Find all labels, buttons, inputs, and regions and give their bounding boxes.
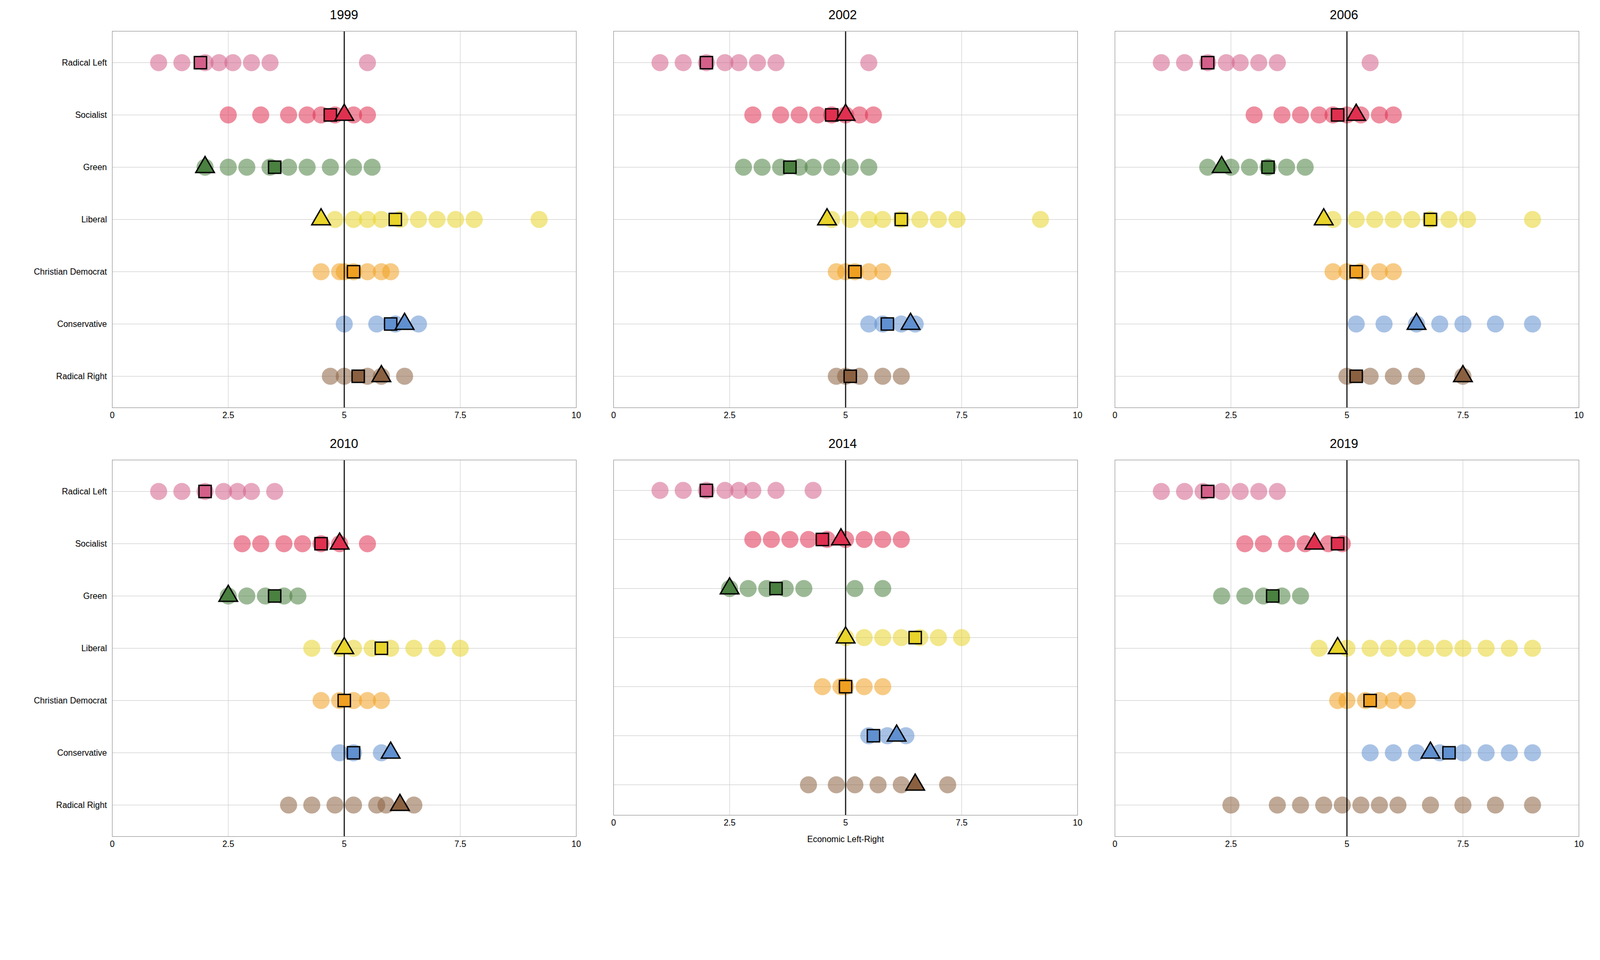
svg-text:Liberal: Liberal	[81, 214, 107, 224]
svg-text:5: 5	[1344, 839, 1350, 849]
svg-text:5: 5	[341, 839, 347, 849]
svg-text:7.5: 7.5	[1457, 410, 1469, 420]
svg-text:7.5: 7.5	[454, 410, 467, 420]
svg-text:0: 0	[1112, 410, 1118, 420]
svg-text:5: 5	[341, 410, 347, 420]
svg-text:5: 5	[1344, 410, 1350, 420]
svg-text:Economic Left-Right: Economic Left-Right	[806, 834, 885, 844]
svg-text:10: 10	[571, 410, 582, 420]
svg-text:Radical Right: Radical Right	[56, 371, 108, 381]
svg-text:10: 10	[571, 839, 582, 849]
svg-text:2.5: 2.5	[723, 410, 736, 420]
svg-text:Green: Green	[83, 591, 107, 601]
svg-text:10: 10	[1073, 818, 1083, 828]
svg-text:0: 0	[109, 839, 115, 849]
svg-text:Radical Left: Radical Left	[61, 58, 108, 68]
svg-text:10: 10	[1073, 410, 1083, 420]
svg-text:0: 0	[109, 410, 115, 420]
html-text:2010: 2010	[329, 436, 359, 451]
svg-text:2.5: 2.5	[222, 839, 235, 849]
svg-text:7.5: 7.5	[955, 410, 968, 420]
svg-text:Conservative: Conservative	[57, 748, 107, 758]
svg-text:Socialist: Socialist	[75, 110, 108, 120]
svg-text:2.5: 2.5	[1225, 839, 1237, 849]
svg-text:10: 10	[1574, 410, 1584, 420]
svg-text:0: 0	[611, 410, 616, 420]
html-text:2014: 2014	[828, 436, 857, 451]
svg-text:7.5: 7.5	[1457, 839, 1469, 849]
svg-text:2.5: 2.5	[222, 410, 235, 420]
svg-text:Radical Left: Radical Left	[61, 486, 108, 496]
svg-text:Socialist: Socialist	[75, 539, 108, 549]
html-text:1999: 1999	[329, 7, 359, 22]
html-text:2002: 2002	[828, 7, 857, 22]
svg-text:2.5: 2.5	[723, 818, 736, 828]
svg-text:2.5: 2.5	[1225, 410, 1237, 420]
svg-text:Radical Right: Radical Right	[56, 800, 108, 810]
svg-text:Liberal: Liberal	[81, 643, 107, 653]
svg-text:0: 0	[1112, 839, 1118, 849]
svg-text:5: 5	[843, 818, 848, 828]
svg-text:0: 0	[611, 818, 616, 828]
html-text:2006: 2006	[1329, 7, 1359, 22]
svg-text:10: 10	[1574, 839, 1584, 849]
svg-text:7.5: 7.5	[955, 818, 968, 828]
svg-text:Green: Green	[83, 162, 107, 172]
svg-text:Christian Democrat: Christian Democrat	[34, 267, 108, 277]
html-text:2019: 2019	[1329, 436, 1359, 451]
svg-text:Conservative: Conservative	[57, 319, 107, 329]
svg-text:5: 5	[843, 410, 848, 420]
svg-text:7.5: 7.5	[454, 839, 467, 849]
svg-text:Christian Democrat: Christian Democrat	[34, 696, 108, 706]
